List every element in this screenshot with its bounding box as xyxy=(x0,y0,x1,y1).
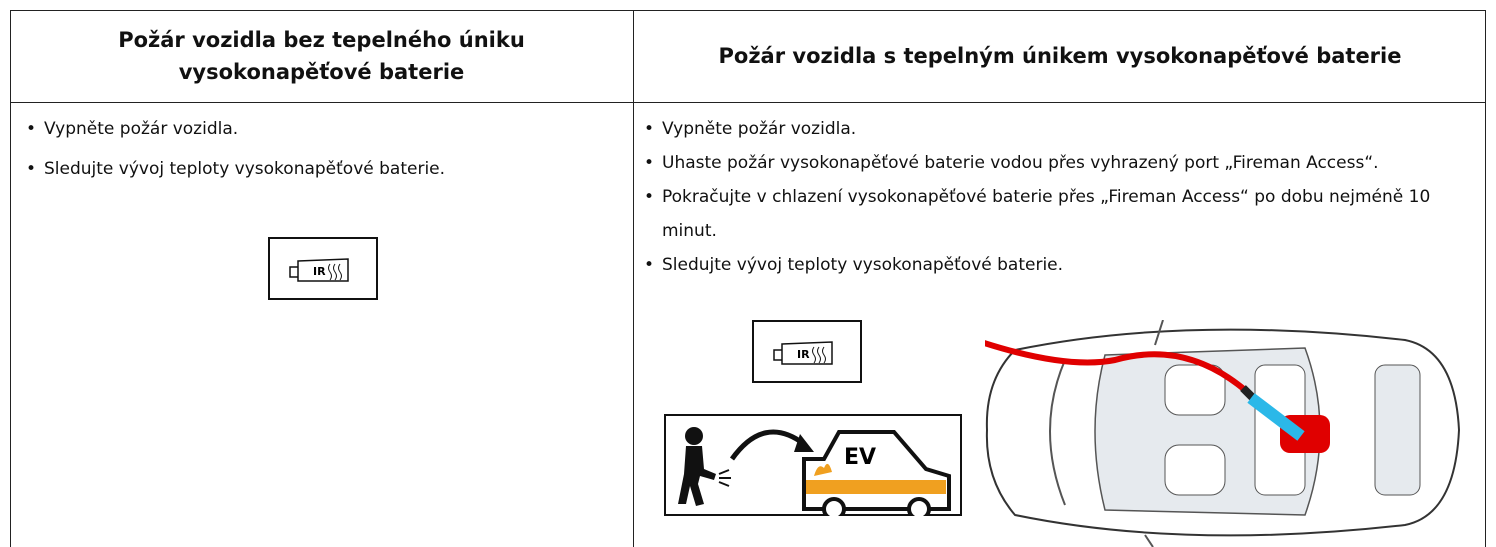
ir-camera-icon: IR xyxy=(752,320,862,383)
column-divider xyxy=(633,10,634,547)
ir-camera-icon: IR xyxy=(268,237,378,300)
bullet-list: Vypněte požár vozidla.Uhaste požár vysok… xyxy=(640,112,1450,282)
icon-label: IR xyxy=(797,348,810,361)
table-border xyxy=(10,10,1486,547)
icon-label: EV xyxy=(844,445,876,470)
car-illustration xyxy=(985,320,1461,547)
header-cell: Požár vozidla s tepelným únikem vysokona… xyxy=(718,44,1402,68)
bullet-item: Uhaste požár vysokonapěťové baterie vodo… xyxy=(640,146,1450,180)
bullet-item: Vypněte požár vozidla. xyxy=(640,112,1450,146)
bullet-item: Pokračujte v chlazení vysokonapěťové bat… xyxy=(640,180,1450,248)
fireman-access-icon: EV xyxy=(664,414,962,516)
row-divider xyxy=(10,102,1486,103)
bullet-item: Sledujte vývoj teploty vysokonapěťové ba… xyxy=(640,248,1450,282)
bullet-item: Vypněte požár vozidla. xyxy=(22,112,622,146)
icon-label: IR xyxy=(313,265,326,278)
header-cell: Požár vozidla bez tepelného úniku vysoko… xyxy=(118,28,525,84)
bullet-item: Sledujte vývoj teploty vysokonapěťové ba… xyxy=(22,152,622,186)
bullet-list: Vypněte požár vozidla. Sledujte vývoj tep… xyxy=(22,112,622,192)
